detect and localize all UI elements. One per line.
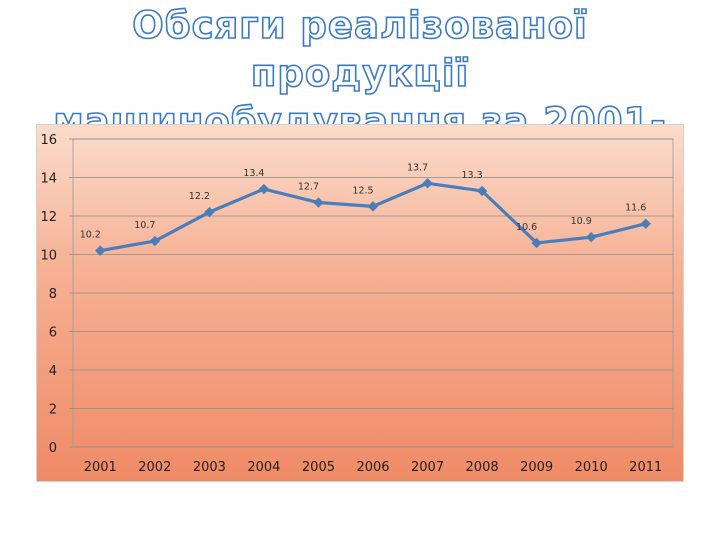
x-tick-label: 2007 — [411, 460, 444, 475]
y-tick-label: 6 — [49, 326, 57, 341]
x-tick-label: 2005 — [302, 460, 335, 475]
data-point — [422, 178, 433, 189]
y-tick-label: 16 — [40, 133, 57, 148]
x-tick-label: 2010 — [575, 460, 608, 475]
data-point — [531, 237, 542, 249]
data-label: 13.4 — [243, 168, 264, 179]
x-tick-label: 2004 — [247, 460, 280, 475]
data-point — [204, 206, 215, 218]
data-label: 12.7 — [298, 182, 319, 193]
y-tick-label: 4 — [49, 364, 57, 379]
data-label: 13.3 — [462, 170, 483, 181]
y-tick-label: 8 — [49, 287, 57, 302]
chart-area: 0 2 4 6 8 10 12 14 16 2001 2002 2003 2004 2005 2006 200… — [36, 124, 684, 482]
data-label: 10.7 — [134, 220, 155, 231]
data-point — [313, 197, 324, 208]
x-tick-label: 2001 — [84, 460, 117, 475]
data-point — [258, 183, 270, 195]
data-label: 12.2 — [189, 191, 210, 202]
data-label: 11.6 — [625, 203, 646, 214]
data-point — [585, 231, 597, 243]
data-point — [149, 235, 161, 247]
data-label: 12.5 — [352, 185, 373, 196]
x-tick-label: 2006 — [356, 460, 389, 475]
x-tick-label: 2011 — [629, 460, 662, 475]
data-point — [95, 245, 106, 256]
x-tick-label: 2009 — [520, 460, 553, 475]
y-tick-label: 10 — [40, 249, 57, 264]
data-label: 13.7 — [407, 162, 428, 173]
data-point — [367, 201, 379, 212]
data-point — [476, 185, 488, 197]
x-tick-label: 2003 — [193, 460, 226, 475]
data-label: 10.2 — [80, 230, 101, 241]
data-label: 10.9 — [571, 216, 592, 227]
data-point — [640, 218, 651, 229]
y-tick-label: 0 — [49, 441, 57, 456]
y-tick-label: 2 — [49, 403, 57, 418]
x-tick-label: 2008 — [466, 460, 499, 475]
y-tick-label: 12 — [40, 210, 57, 225]
y-tick-label: 14 — [40, 172, 57, 187]
data-label: 10.6 — [516, 222, 537, 233]
line-chart: 0 2 4 6 8 10 12 14 16 2001 2002 2003 2004 2005 2006 200… — [40, 133, 674, 475]
x-tick-label: 2002 — [138, 460, 171, 475]
